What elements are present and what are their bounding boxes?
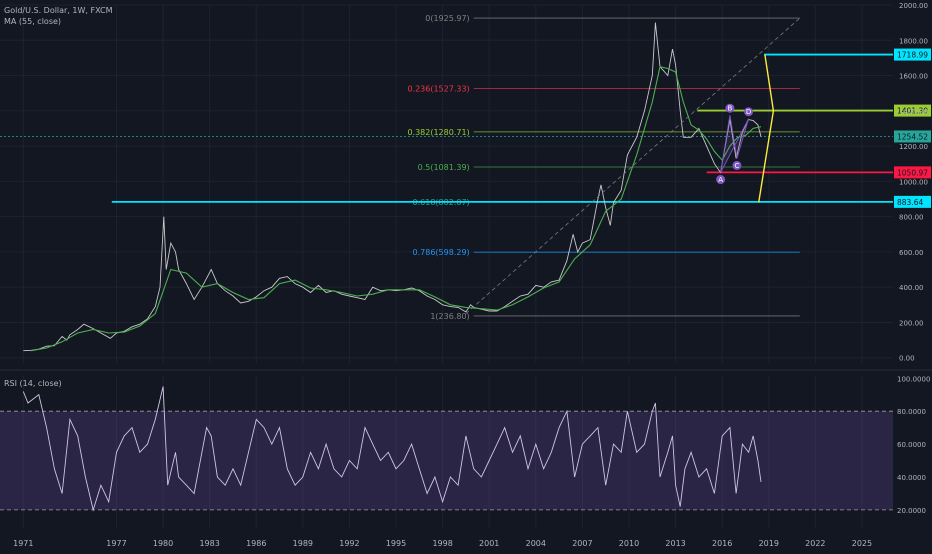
fib-level-label: 0.382(1280.71): [407, 128, 469, 137]
price-line: [23, 22, 762, 352]
y-tick-label: 1600.00: [899, 73, 928, 81]
trendline: [465, 17, 801, 314]
y-tick-label: 0.00: [899, 355, 915, 363]
x-tick-label: 1980: [153, 539, 173, 548]
axes: 1971 1977 1980 1983 1986 1989 1992 1995 1998 2001…: [13, 2, 930, 548]
pattern-point-marker: [716, 175, 726, 185]
y-tick-label: 1000.00: [899, 178, 928, 186]
x-tick-label: 1989: [293, 539, 313, 548]
x-tick-label: 2022: [805, 539, 825, 548]
y-tick-label: 1400.00: [899, 108, 928, 116]
ma-legend: MA (55, close): [4, 17, 62, 26]
y-tick-label: 2000.00: [899, 2, 928, 10]
chart-title: Gold/U.S. Dollar, 1W, FXCM: [4, 6, 113, 15]
rsi-tick-label: 80.0000: [897, 408, 926, 416]
rsi-tick-label: 40.0000: [897, 474, 926, 482]
x-tick-label: 2001: [479, 539, 499, 548]
price-tag: [894, 104, 931, 117]
fib-level-label: 0.236(1527.33): [407, 84, 469, 93]
price-tag: [894, 48, 931, 61]
x-tick-label: 1971: [13, 539, 33, 548]
y-tick-label: 800.00: [899, 214, 924, 222]
x-tick-label: 1977: [106, 539, 126, 548]
pattern-point-marker: [725, 103, 735, 113]
y-tick-label: 1800.00: [899, 37, 928, 45]
x-tick-label: 2016: [712, 539, 732, 548]
price-tag-label: 883.64: [897, 198, 923, 207]
price-tag-label: 1050.97: [897, 168, 928, 177]
rsi-tick-label: 100.0000: [897, 375, 930, 383]
rsi-band-area: [0, 411, 893, 510]
fib-level-label: 0.5(1081.39): [418, 163, 470, 172]
x-tick-label: 1986: [246, 539, 266, 548]
x-tick-label: 2004: [526, 539, 546, 548]
pattern-point-marker: [744, 107, 754, 117]
x-tick-label: 1983: [199, 539, 219, 548]
price-tag: [894, 166, 931, 179]
rsi-band: [0, 410, 893, 511]
y-tick-label: 200.00: [899, 319, 924, 327]
pattern-shape: [720, 115, 749, 173]
projection-line: [758, 54, 775, 203]
y-tick-label: 400.00: [899, 284, 924, 292]
price-tag-label: 1718.99: [897, 51, 928, 60]
x-tick-label: 2025: [852, 539, 872, 548]
pattern-point-label: B: [728, 105, 733, 113]
fib-level-label: 1(236.80): [430, 312, 469, 321]
price-tag-label: 1401.30: [897, 107, 928, 116]
rsi-legend: RSI (14, close): [4, 379, 62, 388]
pattern-point-marker: [732, 160, 742, 170]
fib-level-label: 0.786(598.29): [413, 248, 470, 257]
ma-line: [31, 66, 762, 352]
pattern-point-label: C: [734, 162, 739, 170]
y-tick-label: 600.00: [899, 249, 924, 257]
x-tick-label: 2019: [759, 539, 779, 548]
y-tick-label: 1200.00: [899, 143, 928, 151]
x-tick-label: 2013: [665, 539, 685, 548]
price-tag: [894, 130, 931, 143]
price-tag: [894, 195, 931, 208]
rsi-tick-label: 60.0000: [897, 441, 926, 449]
grid: [0, 4, 932, 528]
pattern-point-label: A: [718, 176, 723, 184]
rsi-line: [22, 386, 762, 512]
x-tick-label: 1992: [339, 539, 359, 548]
pattern-point-label: D: [746, 108, 751, 116]
x-tick-label: 2010: [619, 539, 639, 548]
price-series: [22, 22, 762, 512]
rsi-tick-label: 20.0000: [897, 507, 926, 515]
price-tag-label: 1254.52: [897, 132, 928, 141]
x-tick-label: 1998: [432, 539, 452, 548]
drawings: A B C D: [465, 17, 801, 314]
fib-level-label: 0(1925.97): [425, 14, 469, 23]
x-tick-label: 1995: [386, 539, 406, 548]
x-tick-label: 2007: [572, 539, 592, 548]
